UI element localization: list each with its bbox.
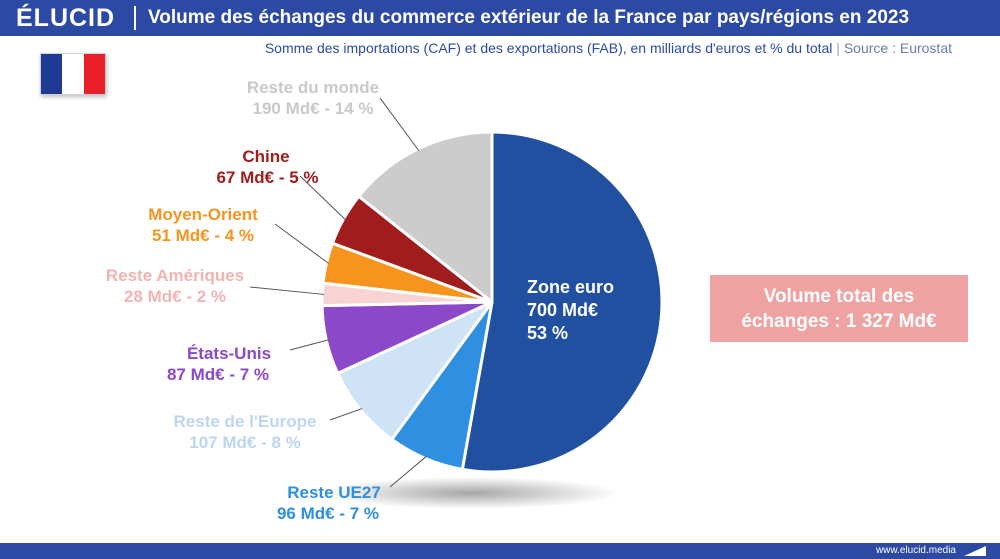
leader-line <box>274 223 329 264</box>
pie-slice-zone-euro <box>460 130 664 474</box>
leader-line <box>329 408 363 421</box>
label-moyen-orient: Moyen-Orient 51 Md€ - 4 % <box>128 204 278 246</box>
label-reste-ameriques: Reste Amériques 28 Md€ - 2 % <box>90 265 260 307</box>
source-text: Source : Eurostat <box>843 40 952 56</box>
subtitle-text: Somme des importations (CAF) et des expo… <box>264 40 833 56</box>
leader-line <box>289 339 329 351</box>
label-name: Reste Amériques <box>105 266 245 285</box>
subtitle-separator: | <box>836 40 840 56</box>
label-reste-ue27: Reste UE27 96 Md€ - 7 % <box>258 482 398 524</box>
total-line-1: Volume total des <box>763 285 915 307</box>
label-reste-europe: Reste de l'Europe 107 Md€ - 8 % <box>155 411 335 453</box>
label-detail: 87 Md€ - 7 % <box>166 365 270 384</box>
total-volume-box: Volume total des échanges : 1 327 Md€ <box>710 275 968 342</box>
label-name: Chine <box>242 147 290 166</box>
label-etats-unis: États-Unis 87 Md€ - 7 % <box>148 343 288 385</box>
label-detail: 67 Md€ - 5 % <box>216 168 319 187</box>
label-detail: 28 Md€ - 2 % <box>123 287 227 306</box>
header-bar: ÉLUCID Volume des échanges du commerce e… <box>0 0 1000 36</box>
slice-name: Zone euro <box>527 277 615 297</box>
footer-bar: www.elucid.media <box>0 543 1000 559</box>
pie-shadow <box>320 477 620 509</box>
total-line-2: échanges : 1 327 Md€ <box>741 310 937 332</box>
label-detail: 107 Md€ - 8 % <box>189 433 301 452</box>
leader-line <box>249 286 325 295</box>
label-name: États-Unis <box>186 344 272 363</box>
label-detail: 96 Md€ - 7 % <box>276 504 380 523</box>
label-chine: Chine 67 Md€ - 5 % <box>145 146 385 188</box>
leader-line <box>379 97 420 152</box>
subtitle: Somme des importations (CAF) et des expo… <box>0 39 952 57</box>
label-name: Reste de l'Europe <box>173 412 317 431</box>
slice-label-zone-euro: Zone euro 700 Md€ 53 % <box>527 276 614 345</box>
label-reste-du-monde: Reste du monde 190 Md€ - 14 % <box>228 77 398 119</box>
page-title: Volume des échanges du commerce extérieu… <box>148 7 910 28</box>
elucid-mark-icon <box>964 546 986 556</box>
leader-line <box>299 175 346 221</box>
brand-logo[interactable]: ÉLUCID <box>16 4 116 32</box>
label-detail: 190 Md€ - 14 % <box>252 99 374 118</box>
label-name: Reste UE27 <box>287 483 381 502</box>
label-name: Reste du monde <box>246 78 380 97</box>
label-name: Moyen-Orient <box>148 205 258 224</box>
leader-line <box>389 456 427 488</box>
slice-percent: 53 % <box>527 323 569 343</box>
slice-value: 700 Md€ <box>527 300 599 320</box>
brand-separator <box>134 6 136 30</box>
footer-url-link[interactable]: www.elucid.media <box>875 545 956 556</box>
france-flag-icon <box>40 53 106 95</box>
label-detail: 51 Md€ - 4 % <box>151 226 255 245</box>
